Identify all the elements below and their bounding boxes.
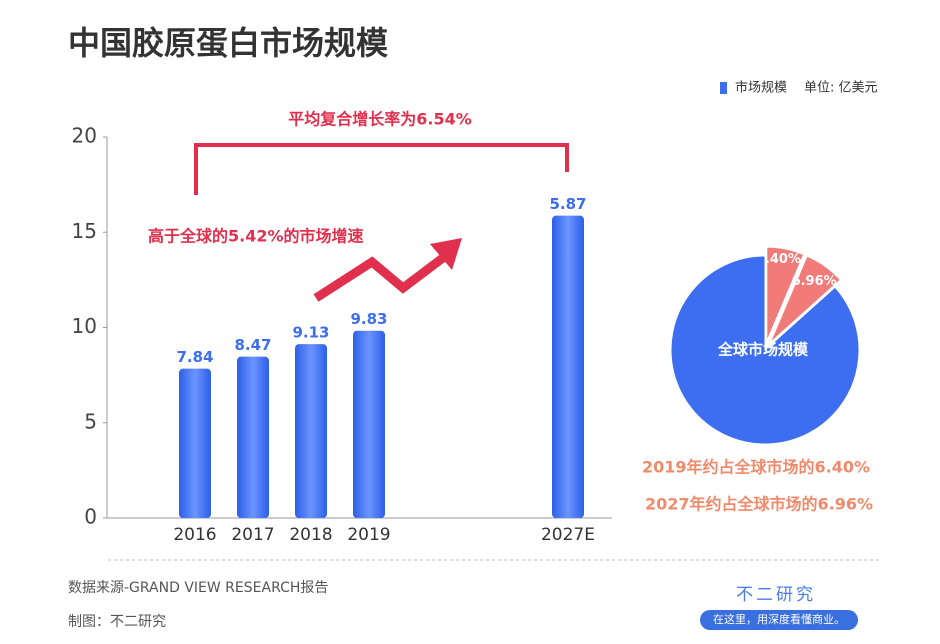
source: 数据来源-GRAND VIEW RESEARCH报告 (68, 580, 328, 596)
pie-slice (670, 255, 860, 445)
x-tick-label: 2017 (231, 525, 274, 545)
x-tick-label: 2018 (289, 525, 332, 545)
arrow-line (313, 250, 451, 302)
bracket (194, 143, 569, 195)
slice-label: 6.96% (792, 274, 837, 289)
y-tick-label: 15 (72, 219, 97, 243)
value-label: 7.84 (176, 348, 213, 366)
brand-slogan: 在这里，用深度看懂商业。 (713, 612, 845, 626)
cagr-note: 平均复合增长率为6.54% (288, 110, 472, 129)
y-tick-label: 0 (84, 505, 97, 529)
legend-label: 市场规模 (735, 80, 787, 96)
pie-slice (766, 246, 805, 342)
pie-slice (769, 255, 841, 344)
credit: 制图：不二研究 (68, 614, 166, 630)
x-tick-label: 2016 (173, 525, 216, 545)
bar (295, 344, 327, 518)
pie-note: 2027年约占全球市场的6.96% (645, 495, 873, 514)
value-label: 9.83 (350, 310, 387, 328)
slice-label: 6.40% (756, 252, 801, 267)
slice-name: 全球市场规模 (717, 341, 809, 359)
pie-note: 2019年约占全球市场的6.40% (642, 458, 870, 477)
brand-name: 不二研究 (736, 585, 816, 605)
y-tick-label: 20 (72, 124, 97, 148)
growth-note: 高于全球的5.42%的市场增速 (148, 227, 364, 246)
unit: 单位: 亿美元 (804, 81, 878, 96)
value-label: 8.47 (234, 336, 271, 354)
y-tick-label: 5 (84, 409, 97, 433)
title: 中国胶原蛋白市场规模 (68, 24, 388, 62)
arrow-head (430, 238, 462, 270)
y-tick-label: 10 (72, 314, 97, 338)
value-label: 5.87 (549, 195, 586, 213)
value-label: 9.13 (292, 324, 329, 342)
brand-banner (700, 610, 858, 630)
bar (353, 330, 385, 518)
bar (552, 215, 584, 518)
bar (179, 368, 211, 518)
bar (237, 356, 269, 518)
x-tick-label: 2019 (347, 525, 390, 545)
x-tick-label: 2027E (541, 525, 595, 545)
legend-swatch (720, 82, 727, 94)
